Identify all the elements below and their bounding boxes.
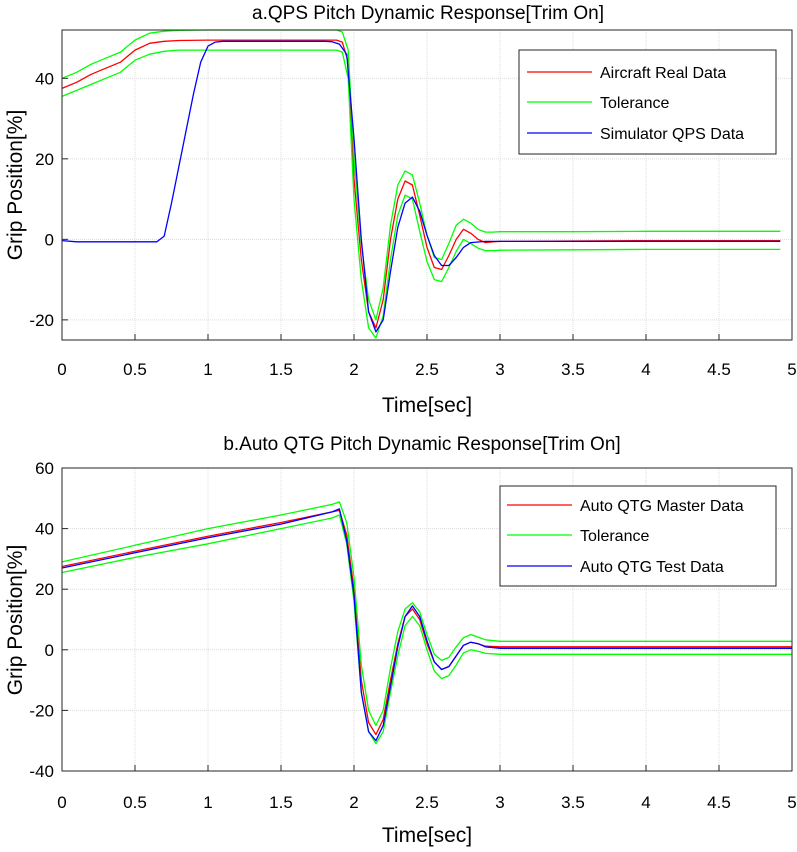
chart-b-series-auto-qtg-test-data-line: [61, 508, 792, 742]
chart-a-y-tick-label-20: -20: [29, 311, 54, 330]
chart-a-title: a.QPS Pitch Dynamic Response[Trim On]: [252, 3, 604, 24]
chart-a-series-simulator-qps-data-line: [61, 40, 781, 333]
chart-a-y-tick-label-40: 40: [35, 69, 54, 88]
chart-a-legend-label-aircraft-real-data: Aircraft Real Data: [600, 65, 726, 82]
chart-a-x-tick-label-0-5: 0.5: [123, 360, 147, 379]
chart-a-y-ticks: -20 0 20 40: [29, 69, 68, 330]
chart-a-x-tick-label-4-5: 4.5: [707, 360, 731, 379]
chart-b-legend-label-test-data: Auto QTG Test Data: [580, 559, 724, 576]
chart-a-x-tick-label-2-5: 2.5: [415, 360, 439, 379]
chart-b-x-tick-label-3: 3: [495, 793, 504, 812]
chart-b-x-tick-label-1: 1: [203, 793, 212, 812]
chart-b-title: b.Auto QTG Pitch Dynamic Response[Trim O…: [223, 434, 620, 455]
chart-b-x-tick-label-0: 0: [57, 793, 66, 812]
chart-b: b.Auto QTG Pitch Dynamic Response[Trim O…: [4, 434, 797, 847]
chart-b-y-tick-label-40: 40: [35, 520, 54, 539]
chart-b-x-ticks: 0 0.5 1 1.5 2 2.5 3 3.5 4 4.5 5: [57, 765, 797, 812]
chart-b-y-axis-label: Grip Position[%]: [4, 545, 27, 696]
chart-a-x-tick-label-0: 0: [57, 360, 66, 379]
chart-a-x-tick-label-1-5: 1.5: [269, 360, 293, 379]
chart-b-y-tick-label-20: -20: [29, 701, 54, 720]
chart-b-x-tick-label-4: 4: [641, 793, 650, 812]
chart-b-y-tick-label-40: -40: [29, 762, 54, 781]
chart-b-legend-label-tolerance: Tolerance: [580, 528, 649, 545]
chart-a-x-ticks: 0 0.5 1 1.5 2 2.5 3 3.5 4 4.5 5: [57, 334, 797, 379]
chart-b-x-tick-label-2-5: 2.5: [415, 793, 439, 812]
chart-b-y-ticks: -40 -20 0 20 40 60: [29, 459, 68, 781]
chart-b-x-axis-label: Time[sec]: [382, 824, 472, 847]
chart-b-series-tolerance-lower-line: [61, 514, 792, 745]
chart-a-legend-label-tolerance: Tolerance: [600, 95, 669, 112]
chart-b-x-tick-label-4-5: 4.5: [707, 793, 731, 812]
chart-b-x-tick-label-0-5: 0.5: [123, 793, 147, 812]
chart-b-x-tick-label-5: 5: [787, 793, 796, 812]
chart-a-series-tolerance-line: [61, 29, 781, 321]
chart-b-legend-box: [499, 485, 777, 587]
chart-a-x-tick-label-2: 2: [349, 360, 358, 379]
chart-a-series-group: [61, 29, 781, 339]
chart-b-y-tick-label-20: 20: [35, 580, 54, 599]
chart-a-x-tick-label-5: 5: [787, 360, 796, 379]
chart-b-legend: Auto QTG Master Data Tolerance Auto QTG …: [499, 485, 777, 587]
chart-a-series-aircraft-real-data-line: [61, 39, 781, 329]
chart-b-series-tolerance-line: [61, 501, 792, 727]
chart-a-x-tick-label-3: 3: [495, 360, 504, 379]
chart-b-series-group: [61, 501, 792, 745]
chart-b-x-tick-label-3-5: 3.5: [561, 793, 585, 812]
chart-b-x-tick-label-2: 2: [349, 793, 358, 812]
chart-b-x-tick-label-1-5: 1.5: [269, 793, 293, 812]
chart-a-x-axis-label: Time[sec]: [382, 394, 472, 417]
chart-a-y-tick-label-20: 20: [35, 150, 54, 169]
chart-a-legend: Aircraft Real Data Tolerance Simulator Q…: [518, 49, 777, 155]
chart-a-x-tick-label-1: 1: [203, 360, 212, 379]
chart-b-y-tick-label-60: 60: [35, 459, 54, 478]
chart-a-x-tick-label-4: 4: [641, 360, 650, 379]
chart-a-y-axis-label: Grip Position[%]: [4, 110, 27, 261]
chart-a-legend-label-simulator-qps-data: Simulator QPS Data: [600, 126, 744, 143]
chart-a-y-tick-label-0: 0: [45, 230, 54, 249]
chart-b-y-tick-label-0: 0: [45, 641, 54, 660]
chart-b-legend-label-master-data: Auto QTG Master Data: [580, 498, 744, 515]
chart-a-x-tick-label-3-5: 3.5: [561, 360, 585, 379]
